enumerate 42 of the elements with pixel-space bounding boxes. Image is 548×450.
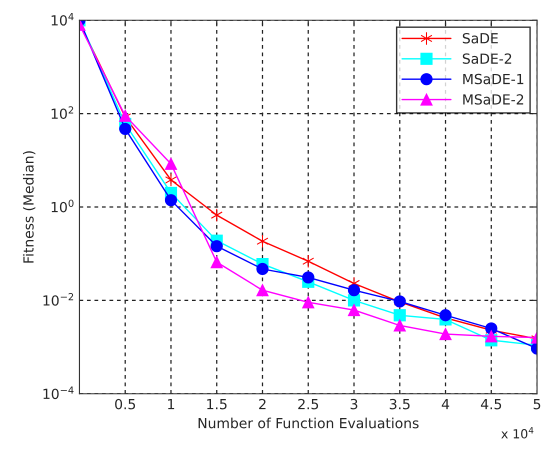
x-tick-label: 0.5 — [115, 398, 136, 410]
point — [348, 284, 360, 296]
point — [394, 319, 406, 332]
point — [256, 262, 269, 276]
x-tick-label: 4 — [442, 399, 450, 410]
point — [210, 256, 223, 268]
y-tick-label: 10$^{−4}$ — [43, 386, 74, 400]
x-tick-label: 3 — [350, 398, 358, 410]
point — [302, 271, 314, 284]
point — [485, 330, 498, 342]
x-tick-label: 1.5 — [207, 399, 227, 410]
point — [302, 296, 314, 308]
point — [210, 208, 223, 222]
y-axis-title: Fitness (Median) — [22, 151, 36, 263]
point — [210, 240, 223, 252]
text: x 10$^{4}$ — [501, 427, 534, 438]
point — [348, 304, 360, 316]
x-tick-label: 1 — [168, 399, 174, 410]
point — [439, 328, 452, 340]
x-tick-label: 3.5 — [390, 398, 410, 410]
point — [439, 309, 452, 322]
point — [394, 309, 406, 322]
point — [165, 173, 177, 187]
y-tick-label: 10$^{0}$ — [52, 200, 74, 212]
legend-label: SaDE-2 — [462, 53, 512, 64]
y-tick-label: 10$^{4}$ — [52, 13, 74, 26]
x-tick-label: 5 — [534, 399, 540, 410]
x-tick-label: 2.5 — [298, 398, 318, 410]
x-axis-title: Number of Function Evaluations — [198, 418, 419, 428]
point — [256, 234, 268, 248]
point — [302, 254, 314, 268]
point — [256, 284, 269, 296]
point — [164, 158, 178, 170]
y-tick-label: 10$^{2}$ — [52, 106, 74, 119]
legend-label: MSaDE-1 — [463, 74, 524, 84]
x-tick-label: 2 — [259, 398, 266, 410]
x-tick-label: 4.5 — [480, 399, 502, 410]
legend-label: SaDE — [462, 32, 498, 44]
point — [119, 122, 132, 136]
y-tick-label: 10$^{−2}$ — [43, 293, 74, 306]
point — [164, 194, 178, 206]
legend-label: MSaDE-2 — [463, 94, 524, 105]
